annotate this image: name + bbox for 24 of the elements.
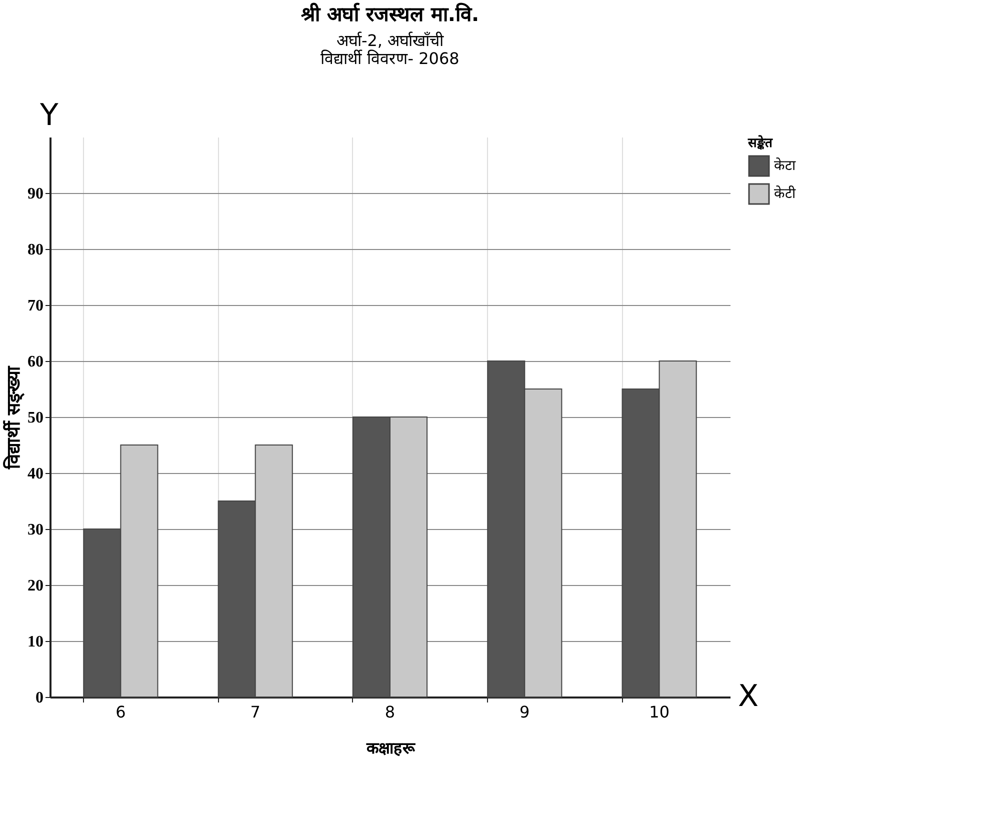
- y-tick-label: 60: [28, 354, 44, 370]
- legend-label: केटा: [774, 157, 796, 174]
- y-tick-label: 80: [28, 242, 44, 258]
- x-tick-label: 8: [384, 702, 396, 722]
- chart-subtitle: अर्घा-2, अर्घाखाँची विद्यार्थी विवरण- 2068: [320, 31, 460, 68]
- y-tick-label: 20: [28, 578, 44, 594]
- y-axis-title: विद्यार्थी सङ्ख्या: [2, 364, 26, 470]
- legend-label: केटी: [774, 185, 796, 202]
- legend-title: सङ्केत: [747, 135, 773, 151]
- chart-title: श्री अर्घा रजस्थल मा.वि.: [300, 2, 480, 26]
- x-tick-label: 6: [116, 702, 126, 722]
- y-tick-label: 70: [28, 298, 44, 314]
- y-tick-label: 50: [28, 410, 44, 426]
- x-tick-label: 9: [520, 702, 530, 722]
- x-axis-title: कक्षाहरू: [366, 738, 416, 758]
- y-tick-label: 40: [28, 466, 44, 482]
- y-tick-label: 0: [36, 690, 44, 706]
- text: X: [738, 679, 759, 714]
- y-tick-label: 90: [28, 186, 44, 202]
- text: Y: [39, 98, 59, 133]
- x-tick-label: 10: [649, 702, 670, 722]
- x-tick-label: 7: [250, 702, 260, 722]
- y-tick-label: 10: [28, 634, 44, 650]
- y-tick-label: 30: [28, 522, 44, 538]
